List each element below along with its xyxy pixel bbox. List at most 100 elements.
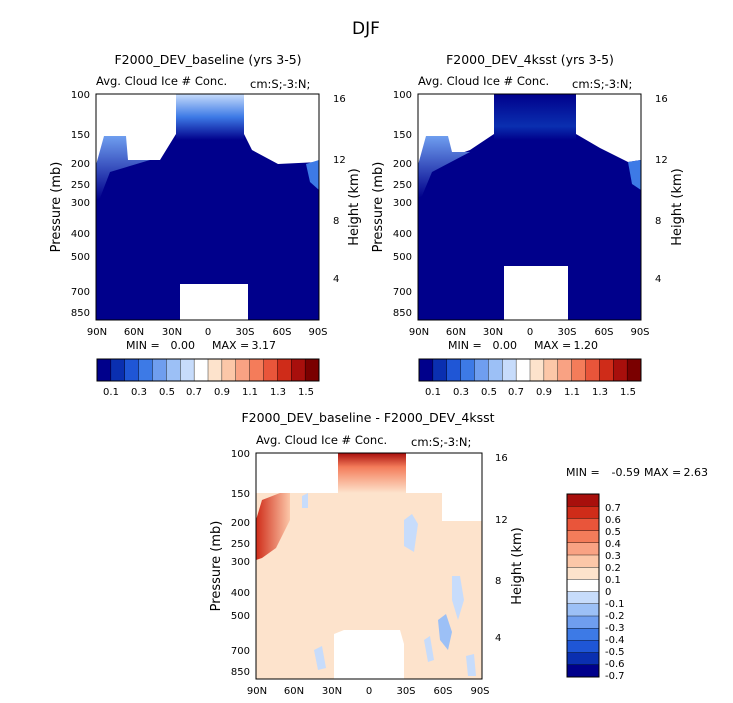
panel-4ksst: F2000_DEV_4ksst (yrs 3-5) Avg. Cloud Ice… [371,52,685,398]
colorbar-swatch [566,530,600,544]
y-tick-label: 500 [71,252,90,263]
y-tick-label: 200 [393,159,412,170]
min-label: MIN = [126,339,160,352]
colorbar-label: 0.9 [536,387,552,398]
y-tick-label: 700 [71,287,90,298]
colorbar-label: -0.6 [605,659,625,670]
colorbar-swatch [488,358,503,382]
x-tick-label: 60S [594,327,613,338]
y-right-tick-label: 4 [495,633,501,644]
y-tick-label: 150 [231,489,250,500]
colorbar-label: 0.3 [453,387,469,398]
colorbar-label: 0.3 [605,551,621,562]
colorbar-label: -0.1 [605,599,625,610]
colorbar-swatch [566,591,600,605]
x-ticks: 90N 60N 30N 0 30S 60S 90S [247,686,490,697]
colorbar-label: 0.3 [131,387,147,398]
colorbar-swatch [626,358,642,382]
y-tick-label: 250 [393,180,412,191]
colorbar-swatch [566,518,600,532]
colorbar-swatch [502,358,517,382]
field-gradient-top [494,94,576,140]
colorbar-label: 0.7 [186,387,202,398]
missing-region [504,268,568,320]
colorbar-swatch [235,358,251,382]
colorbar-label: -0.4 [605,635,625,646]
colorbar-label: 0.1 [605,575,621,586]
y-tick-label: 500 [231,611,250,622]
y-axis-label: Pressure (mb) [371,162,386,253]
y-right-tick-label: 12 [495,515,508,526]
max-label: MAX = [212,339,249,352]
y-ticks-right: 16 12 8 4 [655,94,668,285]
field-positive-left [256,493,290,560]
x-ticks: 90N 60N 30N 0 30S 60S 90S [409,327,650,338]
field-positive-top [338,453,406,493]
colorbar-swatch [566,579,600,593]
colorbar-swatch [599,358,614,382]
x-tick-label: 30N [483,327,503,338]
colorbar-label: 0.7 [508,387,524,398]
colorbar-swatch [566,664,600,678]
max-value: 2.63 [684,466,709,479]
x-tick-label: 60N [284,686,304,697]
colorbar-swatch [263,358,278,382]
missing-region [334,630,404,679]
panel-subtitle-right: cm:S;-3:N; [572,77,632,91]
colorbar-swatch [566,652,600,666]
y-tick-label: 100 [393,90,412,101]
field-negative-patch [404,514,418,552]
y-tick-label: 250 [71,180,90,191]
y-tick-label: 700 [393,287,412,298]
colorbar-label: 0.1 [425,387,441,398]
colorbar-swatch [249,358,265,382]
colorbar-swatch [566,493,600,507]
y-ticks-left: 100 150 200 250 300 400 500 700 850 [231,449,250,678]
colorbar-swatch [446,358,462,382]
field-gradient-right [306,160,319,190]
colorbar-label: 1.3 [270,387,286,398]
x-tick-label: 90N [409,327,429,338]
x-tick-label: 30S [235,327,254,338]
field-negative-patch [424,636,434,662]
colorbar-label: 0.4 [605,539,621,550]
y-tick-label: 200 [231,518,250,529]
colorbar: 0.1 0.3 0.5 0.7 0.9 1.1 1.3 1.5 [418,358,642,398]
y-tick-label: 200 [71,159,90,170]
min-label: MIN = [566,466,600,479]
colorbar-label: 1.5 [298,387,314,398]
y-tick-label: 150 [71,130,90,141]
x-tick-label: 30S [557,327,576,338]
colorbar-label: 0 [605,587,611,598]
max-label: MAX = [534,339,571,352]
min-label: MIN = [448,339,482,352]
colorbar-swatch [418,358,434,382]
colorbar-swatch [180,358,195,382]
y-right-tick-label: 8 [655,216,661,227]
x-tick-label: 30S [396,686,415,697]
field-negative-patch [314,646,326,670]
y-axis-label: Pressure (mb) [49,162,64,253]
x-tick-label: 60N [446,327,466,338]
colorbar-swatch [571,358,587,382]
colorbar-swatch [460,358,476,382]
y-tick-label: 150 [393,130,412,141]
colorbar-swatch [432,358,448,382]
panel-title: F2000_DEV_baseline (yrs 3-5) [114,52,301,67]
y-tick-label: 250 [231,539,250,550]
colorbar-swatch [152,358,167,382]
panel-baseline: F2000_DEV_baseline (yrs 3-5) Avg. Cloud … [49,52,362,398]
x-tick-label: 0 [366,686,372,697]
x-ticks: 90N 60N 30N 0 30S 60S 90S [87,327,328,338]
colorbar-swatch [207,358,223,382]
y-tick-label: 850 [231,667,250,678]
field-negative-patch [438,614,452,650]
colorbar-swatch [566,628,600,641]
y-right-tick-label: 16 [495,453,508,464]
plot-area [417,93,642,321]
min-value: 0.00 [171,339,196,352]
x-tick-label: 0 [527,327,533,338]
y-right-tick-label: 4 [655,274,661,285]
